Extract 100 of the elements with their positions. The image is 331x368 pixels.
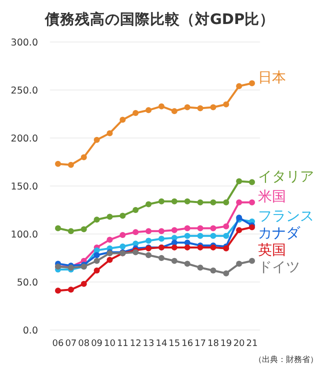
x-tick-label: 11 [116,339,128,349]
point [197,264,204,271]
point [171,198,178,204]
point [132,229,139,236]
point [55,288,61,294]
point [80,226,87,232]
x-tick-label: 15 [168,339,180,349]
point [120,212,126,219]
point [223,232,230,239]
y-tick-label: 150.0 [10,181,38,192]
series-label: フランス [258,208,314,224]
point [120,232,126,238]
point [236,260,242,267]
point [120,116,126,123]
x-tick-label: 21 [246,339,258,349]
x-tick-label: 20 [233,339,246,349]
point [68,162,74,168]
point [223,270,230,276]
point [171,244,178,250]
point [197,105,204,112]
point [249,199,255,206]
point [106,236,113,243]
point [223,199,230,206]
x-tick-label: 09 [91,339,103,349]
point [80,280,87,287]
series-label: 米国 [258,189,286,206]
point [184,260,190,267]
series-label: イタリア [258,169,314,186]
point [158,236,164,242]
x-tick-label: 16 [182,339,194,349]
point [158,228,164,234]
point [171,108,178,114]
x-tick-label: 06 [52,339,64,349]
series-label: 日本 [258,70,286,86]
series-label: ドイツ [258,259,300,276]
point [68,286,74,293]
point [236,227,242,234]
x-tick-label: 10 [104,339,116,349]
point [68,228,74,234]
y-tick-label: 200.0 [10,133,38,144]
series-label: 英国 [258,242,286,258]
point [236,83,242,90]
series-label: カナダ [258,225,301,242]
point [158,255,164,261]
x-tick-label: 19 [220,339,232,349]
point [55,225,61,232]
point [184,232,190,239]
point [210,232,216,239]
x-tick-label: 08 [78,339,90,349]
point [106,256,113,263]
x-tick-label: 17 [194,339,206,349]
point [146,228,152,234]
point [106,214,113,220]
point [132,110,139,116]
chart-title: 債務残高の国際比較（対GDP比） [44,10,275,28]
point [249,179,255,186]
point [184,244,190,250]
point [184,225,190,232]
point [184,198,190,204]
point [80,154,87,160]
point [158,198,164,204]
point [197,225,204,232]
x-tick-label: 18 [207,339,220,349]
point [210,225,216,232]
text: （出典：財務省） [254,355,318,364]
point [197,232,204,239]
y-tick-label: 100.0 [10,229,38,240]
point [146,238,152,244]
point [184,104,190,110]
point [146,201,152,208]
point [197,199,204,206]
y-tick-label: 50.0 [16,277,38,288]
x-tick-label: 13 [142,339,154,349]
point [210,199,216,206]
point [223,101,230,108]
point [94,216,100,223]
y-tick-label: 250.0 [10,85,38,96]
point [236,178,242,184]
point [171,227,178,234]
point [249,80,255,86]
point [94,136,100,143]
point [171,258,178,264]
point [236,199,242,206]
y-tick-label: 0.0 [22,325,38,336]
y-tick-label: 300.0 [10,37,38,48]
point [94,252,100,258]
x-tick-label: 14 [156,339,168,349]
point [210,104,216,110]
point [223,223,230,230]
point [55,160,61,167]
point [132,207,139,213]
point [146,252,152,258]
x-tick-label: 12 [130,339,142,349]
point [120,243,126,250]
point [249,258,255,264]
point [106,130,113,136]
point [94,267,100,274]
x-tick-label: 07 [65,339,77,349]
point [146,107,152,114]
point [94,258,100,264]
